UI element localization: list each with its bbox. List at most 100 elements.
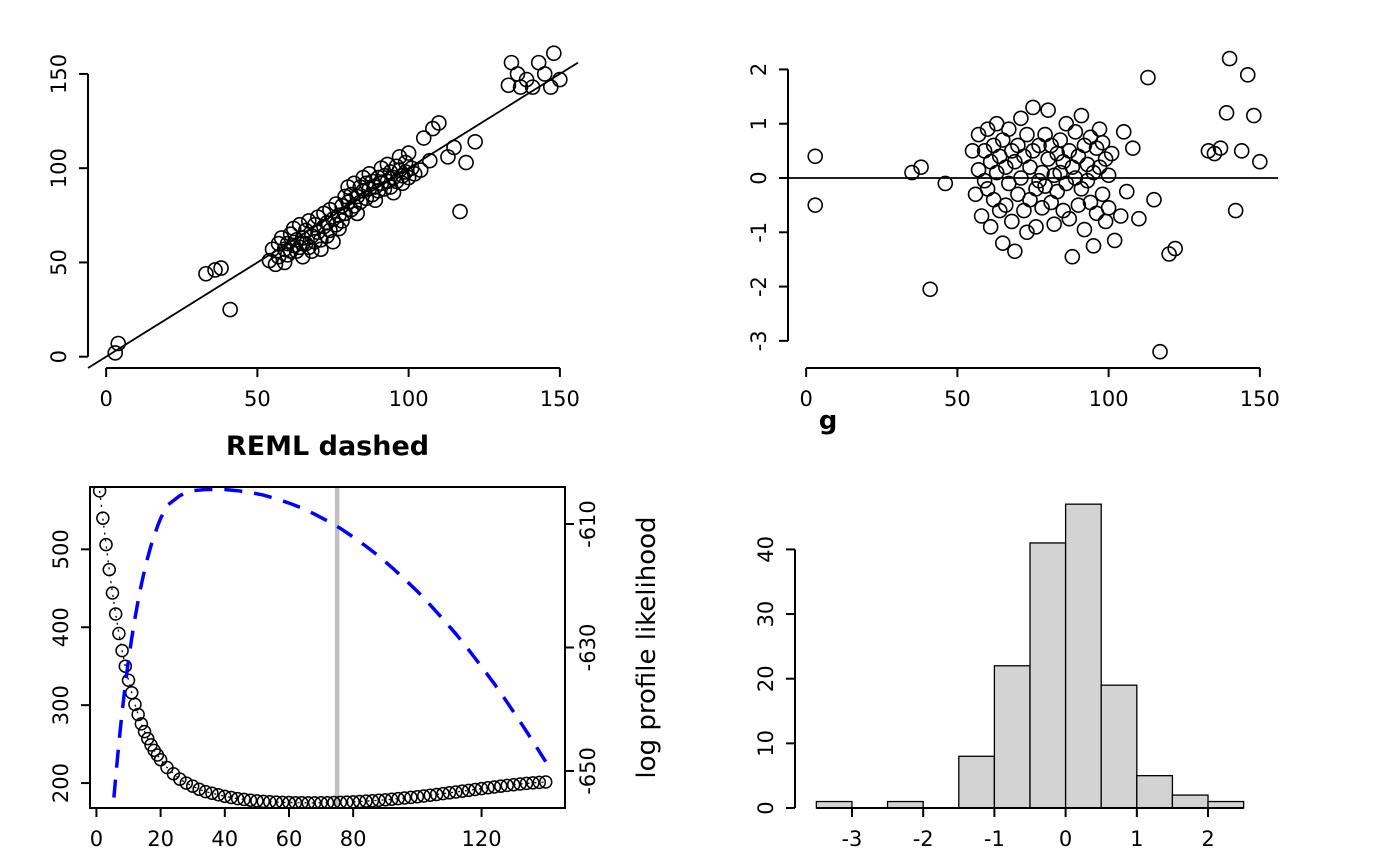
y-tick-label: 150 xyxy=(47,54,71,94)
data-point xyxy=(322,222,338,239)
y-tick-label: 1 xyxy=(747,117,771,130)
data-point xyxy=(1016,202,1032,219)
data-point xyxy=(964,143,981,159)
panel-residual-histogram: -3 -2 -1 0 1 2 0 10 20 30 40 xyxy=(700,433,1400,866)
data-point xyxy=(331,220,347,237)
y-tick-label: -1 xyxy=(747,222,771,243)
data-point xyxy=(976,172,993,189)
data-point xyxy=(446,139,462,156)
data-point xyxy=(400,145,417,161)
y-tick-label: 40 xyxy=(754,536,778,563)
data-point xyxy=(1028,181,1044,197)
deviance-point xyxy=(468,782,482,797)
data-point xyxy=(1218,105,1235,121)
data-point xyxy=(1146,191,1162,208)
data-point xyxy=(1100,167,1117,184)
data-point xyxy=(1239,67,1256,83)
x-tick-label: 100 xyxy=(1089,387,1129,411)
deviance-point xyxy=(314,796,328,808)
data-point xyxy=(267,256,284,273)
deviance-point xyxy=(494,779,508,793)
deviance-point xyxy=(455,784,470,798)
data-point xyxy=(1118,183,1135,200)
y-tick-label: 200 xyxy=(49,763,73,803)
x-tick-label: -3 xyxy=(841,827,862,851)
data-point xyxy=(970,126,987,143)
data-point xyxy=(1043,137,1059,154)
data-point xyxy=(412,162,429,178)
deviance-point xyxy=(449,785,463,799)
deviance-point xyxy=(108,607,123,621)
data-point xyxy=(1076,137,1093,154)
reml-log-likelihood-curve xyxy=(111,487,548,808)
data-point xyxy=(1079,172,1096,189)
data-point xyxy=(1034,200,1050,216)
deviance-point xyxy=(442,786,457,800)
deviance-point xyxy=(198,784,213,799)
data-point xyxy=(325,233,341,250)
data-point xyxy=(1019,224,1035,241)
data-point xyxy=(213,260,229,276)
data-point xyxy=(997,159,1014,175)
data-point xyxy=(1091,121,1108,137)
x-tick-label: 0 xyxy=(99,387,112,411)
plot-title: REML dashed xyxy=(226,431,429,462)
data-point xyxy=(1115,124,1132,140)
data-point xyxy=(1058,175,1075,192)
data-point xyxy=(1055,202,1072,219)
x-tick-label: 50 xyxy=(944,387,971,411)
x-tick-label: 2 xyxy=(1201,827,1214,851)
data-point xyxy=(334,213,350,229)
x-tick-label: 50 xyxy=(244,387,271,411)
y-tick-label: 0 xyxy=(47,350,71,363)
data-point xyxy=(1167,240,1183,257)
data-point xyxy=(222,301,238,318)
data-point xyxy=(1073,181,1090,197)
x-tick-label: 60 xyxy=(276,827,303,851)
deviance-point xyxy=(404,790,418,805)
data-point xyxy=(1246,107,1262,124)
deviance-point xyxy=(211,788,226,802)
data-point xyxy=(552,71,568,88)
x-tick-label: 100 xyxy=(389,387,429,411)
histogram-bar xyxy=(1136,775,1174,809)
clipped-xlabel-fragment: g xyxy=(819,406,838,436)
data-point xyxy=(415,130,432,146)
data-point xyxy=(421,152,438,169)
data-point xyxy=(1125,140,1141,156)
data-point xyxy=(807,148,824,165)
y-tick-label: -2 xyxy=(747,276,771,297)
y-tick-label: 50 xyxy=(47,249,71,276)
data-point xyxy=(937,175,954,192)
data-point xyxy=(1073,107,1090,124)
x-tick-label: -2 xyxy=(913,827,934,851)
data-point xyxy=(973,208,990,224)
data-point xyxy=(310,224,326,241)
data-point xyxy=(542,79,559,95)
data-point xyxy=(1004,213,1020,230)
deviance-point xyxy=(436,786,450,801)
deviance-point xyxy=(295,796,309,808)
deviance-point xyxy=(185,779,200,793)
data-point xyxy=(1040,102,1056,118)
data-point xyxy=(1106,232,1123,249)
deviance-point xyxy=(481,780,495,795)
data-point xyxy=(1112,208,1129,224)
deviance-point xyxy=(526,776,540,790)
deviance-point xyxy=(429,787,444,802)
x-tick-label: 0 xyxy=(799,387,812,411)
data-point xyxy=(301,239,317,256)
deviance-point xyxy=(115,643,129,658)
data-point xyxy=(458,154,474,171)
deviance-point xyxy=(506,777,521,792)
deviance-point xyxy=(327,795,341,808)
deviance-point xyxy=(105,586,120,600)
x-tick-label: 150 xyxy=(1240,387,1280,411)
deviance-point xyxy=(372,793,386,808)
y-tick-label: -3 xyxy=(747,330,771,351)
y-tick-label: 100 xyxy=(47,148,71,188)
data-point xyxy=(397,154,414,171)
data-point xyxy=(394,175,411,192)
data-point xyxy=(391,149,408,165)
